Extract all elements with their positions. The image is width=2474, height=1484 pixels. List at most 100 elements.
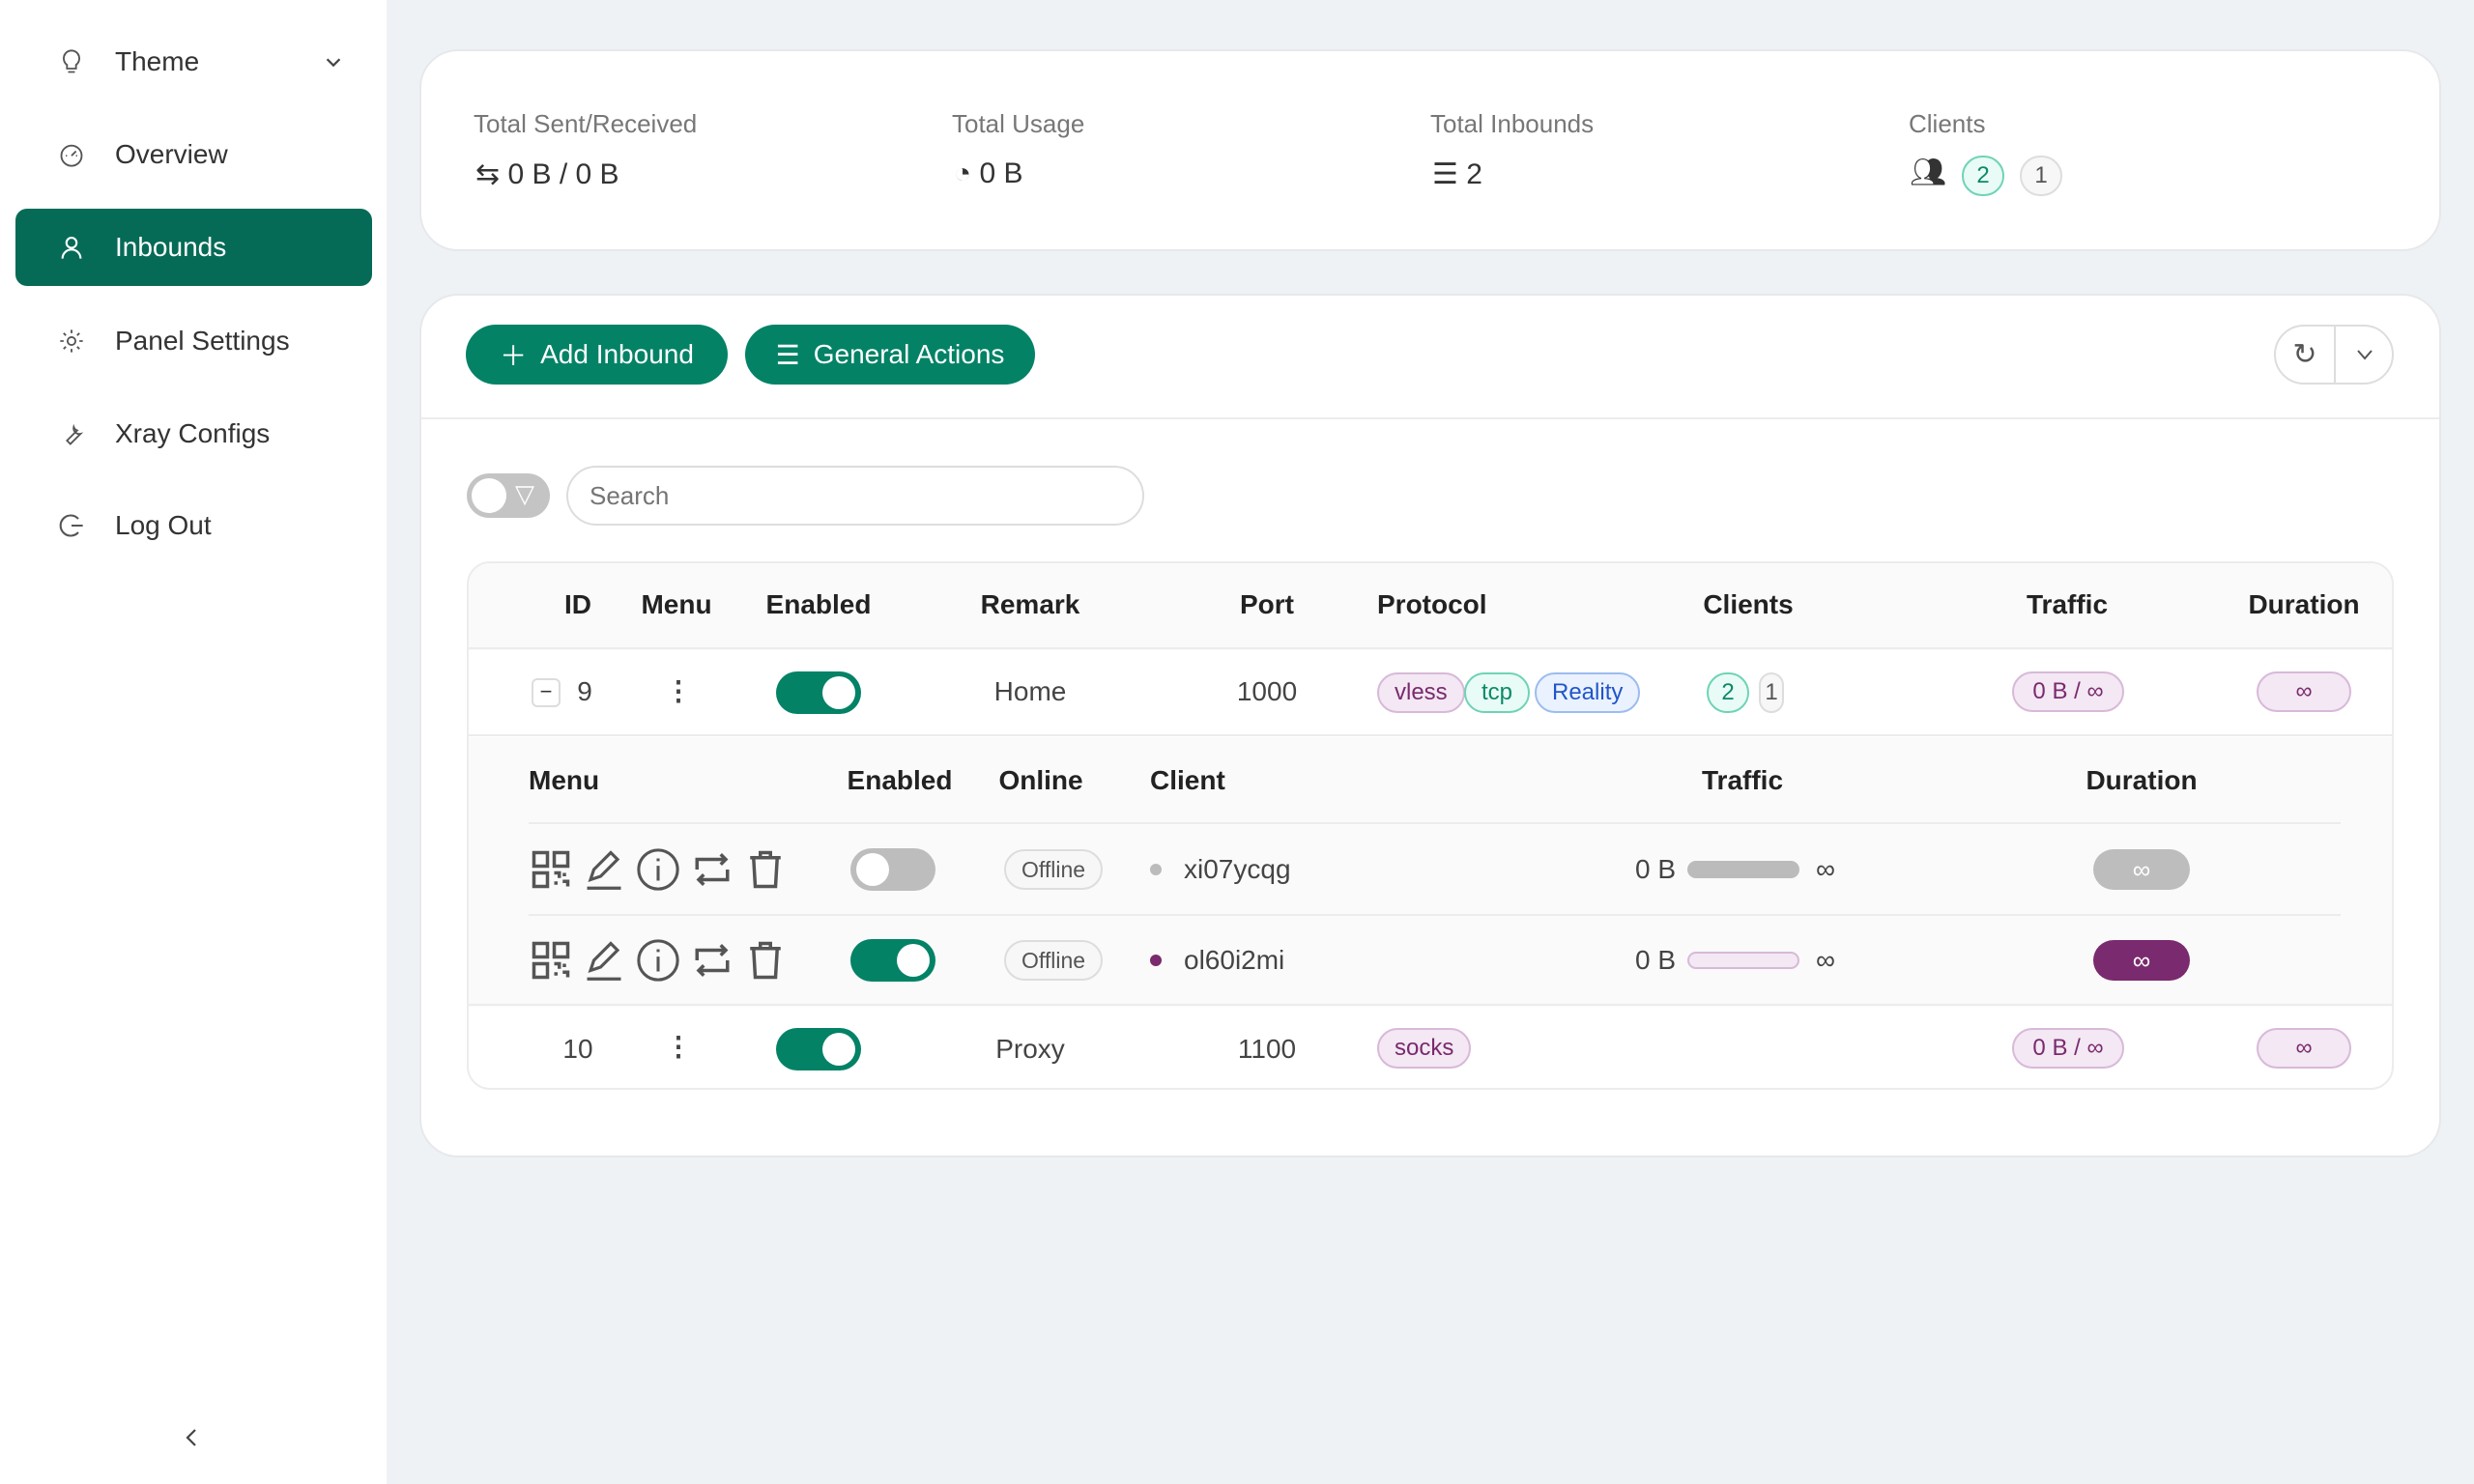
filter-toggle[interactable]: ▽ — [467, 473, 550, 518]
stat-label: Total Usage — [952, 109, 1085, 138]
protocol-tag: vless — [1377, 672, 1465, 713]
users-icon: 👥︎ — [1910, 157, 1947, 188]
inbound-port: 1100 — [1237, 1034, 1297, 1064]
edit-icon[interactable] — [584, 849, 624, 890]
delete-icon[interactable] — [745, 849, 786, 890]
sub-header-enabled: Enabled — [847, 765, 953, 795]
security-tag: Reality — [1535, 672, 1641, 713]
refresh-button-group: ↻ — [2274, 325, 2394, 385]
column-header-remark: Remark — [980, 589, 1080, 619]
column-header-traffic: Traffic — [2026, 589, 2109, 619]
client-traffic-used: 0 B — [1634, 945, 1677, 975]
traffic-tag: 0 B / ∞ — [2012, 671, 2124, 712]
user-icon — [61, 237, 82, 259]
column-header-protocol: Protocol — [1377, 589, 1487, 619]
column-header-clients: Clients — [1703, 589, 1794, 619]
menu-icon: ☰ — [775, 339, 800, 370]
sub-header-online: Online — [998, 765, 1083, 795]
collapse-row-button[interactable]: − — [532, 678, 561, 707]
client-traffic-limit: ∞ — [1816, 945, 1835, 975]
clients-active-badge: 2 — [1962, 156, 2004, 196]
inbound-enabled-toggle[interactable] — [776, 1028, 861, 1070]
inbound-enabled-toggle[interactable] — [776, 671, 861, 714]
wrench-icon — [66, 423, 84, 445]
info-icon[interactable] — [636, 847, 680, 892]
sidebar-item-label: Log Out — [115, 510, 212, 540]
sidebar-item-xray-configs[interactable]: Xray Configs — [15, 395, 372, 472]
chevron-down-icon[interactable] — [2353, 343, 2376, 366]
qr-code-icon[interactable] — [531, 940, 571, 981]
protocol-tag: socks — [1377, 1028, 1472, 1069]
sidebar-item-label: Overview — [115, 139, 228, 169]
sidebar-item-overview[interactable]: Overview — [15, 116, 372, 193]
sidebar-item-label: Inbounds — [115, 232, 227, 262]
clients-active-badge: 2 — [1707, 672, 1749, 713]
column-header-menu: Menu — [641, 589, 712, 619]
stats-card: Total Sent/Received ⇆ 0 B / 0 B Total Us… — [419, 49, 2441, 251]
sub-header-menu: Menu — [529, 765, 600, 795]
client-traffic-progress — [1687, 861, 1799, 878]
inbound-id: 10 — [562, 1034, 593, 1064]
online-status-badge: Offline — [1004, 849, 1104, 890]
qr-code-icon[interactable] — [531, 849, 571, 890]
inbound-remark: Home — [993, 676, 1067, 706]
stat-label: Total Inbounds — [1430, 109, 1595, 138]
duration-tag: ∞ — [2257, 671, 2351, 712]
edit-icon[interactable] — [584, 940, 624, 981]
sidebar-item-label: Panel Settings — [115, 326, 290, 356]
lightbulb-icon — [63, 49, 80, 73]
list-icon: ☰ — [1432, 158, 1467, 190]
more-menu-icon[interactable]: ⋮ — [665, 1031, 692, 1062]
logout-icon — [59, 514, 83, 537]
info-icon[interactable] — [636, 938, 680, 983]
sidebar-item-label: Xray Configs — [115, 418, 271, 448]
general-actions-button[interactable]: ☰ General Actions — [745, 325, 1035, 385]
stat-value: ☰ 2 — [1432, 158, 1482, 190]
network-tag: tcp — [1464, 672, 1531, 713]
filter-icon: ▽ — [515, 479, 534, 508]
client-traffic-progress — [1687, 952, 1799, 969]
search-input[interactable] — [566, 466, 1144, 526]
clients-other-badge: 1 — [2020, 156, 2062, 196]
dashboard-icon — [60, 144, 83, 167]
sidebar-item-log-out[interactable]: Log Out — [15, 487, 372, 564]
status-dot — [1150, 955, 1162, 966]
sidebar-item-theme[interactable]: Theme — [15, 23, 372, 100]
stat-value: ◔ 0 B — [954, 157, 1023, 189]
sub-header-client: Client — [1150, 765, 1225, 795]
sidebar: Theme Overview Inbounds Panel Settings X… — [0, 0, 387, 1484]
client-enabled-toggle[interactable] — [850, 939, 935, 982]
stat-label: Clients — [1909, 109, 1986, 138]
divider — [421, 417, 2439, 419]
collapse-sidebar-icon[interactable] — [181, 1426, 204, 1449]
sidebar-item-inbounds[interactable]: Inbounds — [15, 209, 372, 286]
online-status-badge: Offline — [1004, 940, 1104, 981]
inbounds-table — [467, 561, 2394, 1090]
client-duration-tag: ∞ — [2093, 849, 2190, 890]
client-name: ol60i2mi — [1184, 945, 1285, 975]
duration-tag: ∞ — [2257, 1028, 2351, 1069]
more-menu-icon[interactable]: ⋮ — [665, 675, 692, 706]
client-enabled-toggle[interactable] — [850, 848, 935, 891]
sub-header-traffic: Traffic — [1701, 765, 1784, 795]
client-name: xi07ycqg — [1184, 854, 1291, 884]
stat-label: Total Sent/Received — [474, 109, 698, 138]
inbound-port: 1000 — [1236, 676, 1298, 706]
inbound-id: 9 — [577, 676, 592, 706]
reset-traffic-icon[interactable] — [692, 849, 733, 890]
column-header-id: ID — [564, 589, 591, 619]
sidebar-item-panel-settings[interactable]: Panel Settings — [15, 302, 372, 380]
delete-icon[interactable] — [745, 940, 786, 981]
add-inbound-button[interactable]: ＋ Add Inbound — [466, 325, 728, 385]
refresh-icon[interactable]: ↻ — [2292, 338, 2317, 371]
column-header-duration: Duration — [2248, 589, 2360, 619]
client-traffic-limit: ∞ — [1816, 854, 1835, 884]
reset-traffic-icon[interactable] — [692, 940, 733, 981]
inbound-remark: Proxy — [995, 1034, 1065, 1064]
chevron-down-icon — [326, 58, 341, 68]
sub-header-duration: Duration — [2086, 765, 2198, 795]
clients-other-badge: 1 — [1759, 672, 1784, 713]
status-dot — [1150, 864, 1162, 875]
sidebar-item-label: Theme — [115, 46, 200, 76]
stat-value: ⇆ 0 B / 0 B — [475, 158, 619, 190]
